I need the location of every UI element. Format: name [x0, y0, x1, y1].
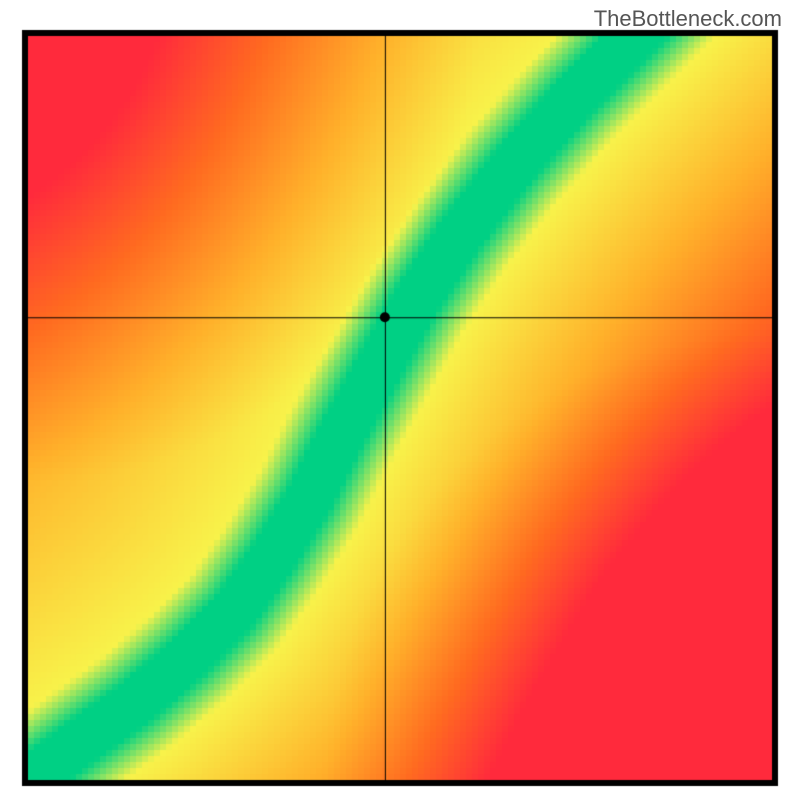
watermark-text: TheBottleneck.com — [594, 6, 782, 32]
bottleneck-heatmap — [0, 0, 800, 800]
